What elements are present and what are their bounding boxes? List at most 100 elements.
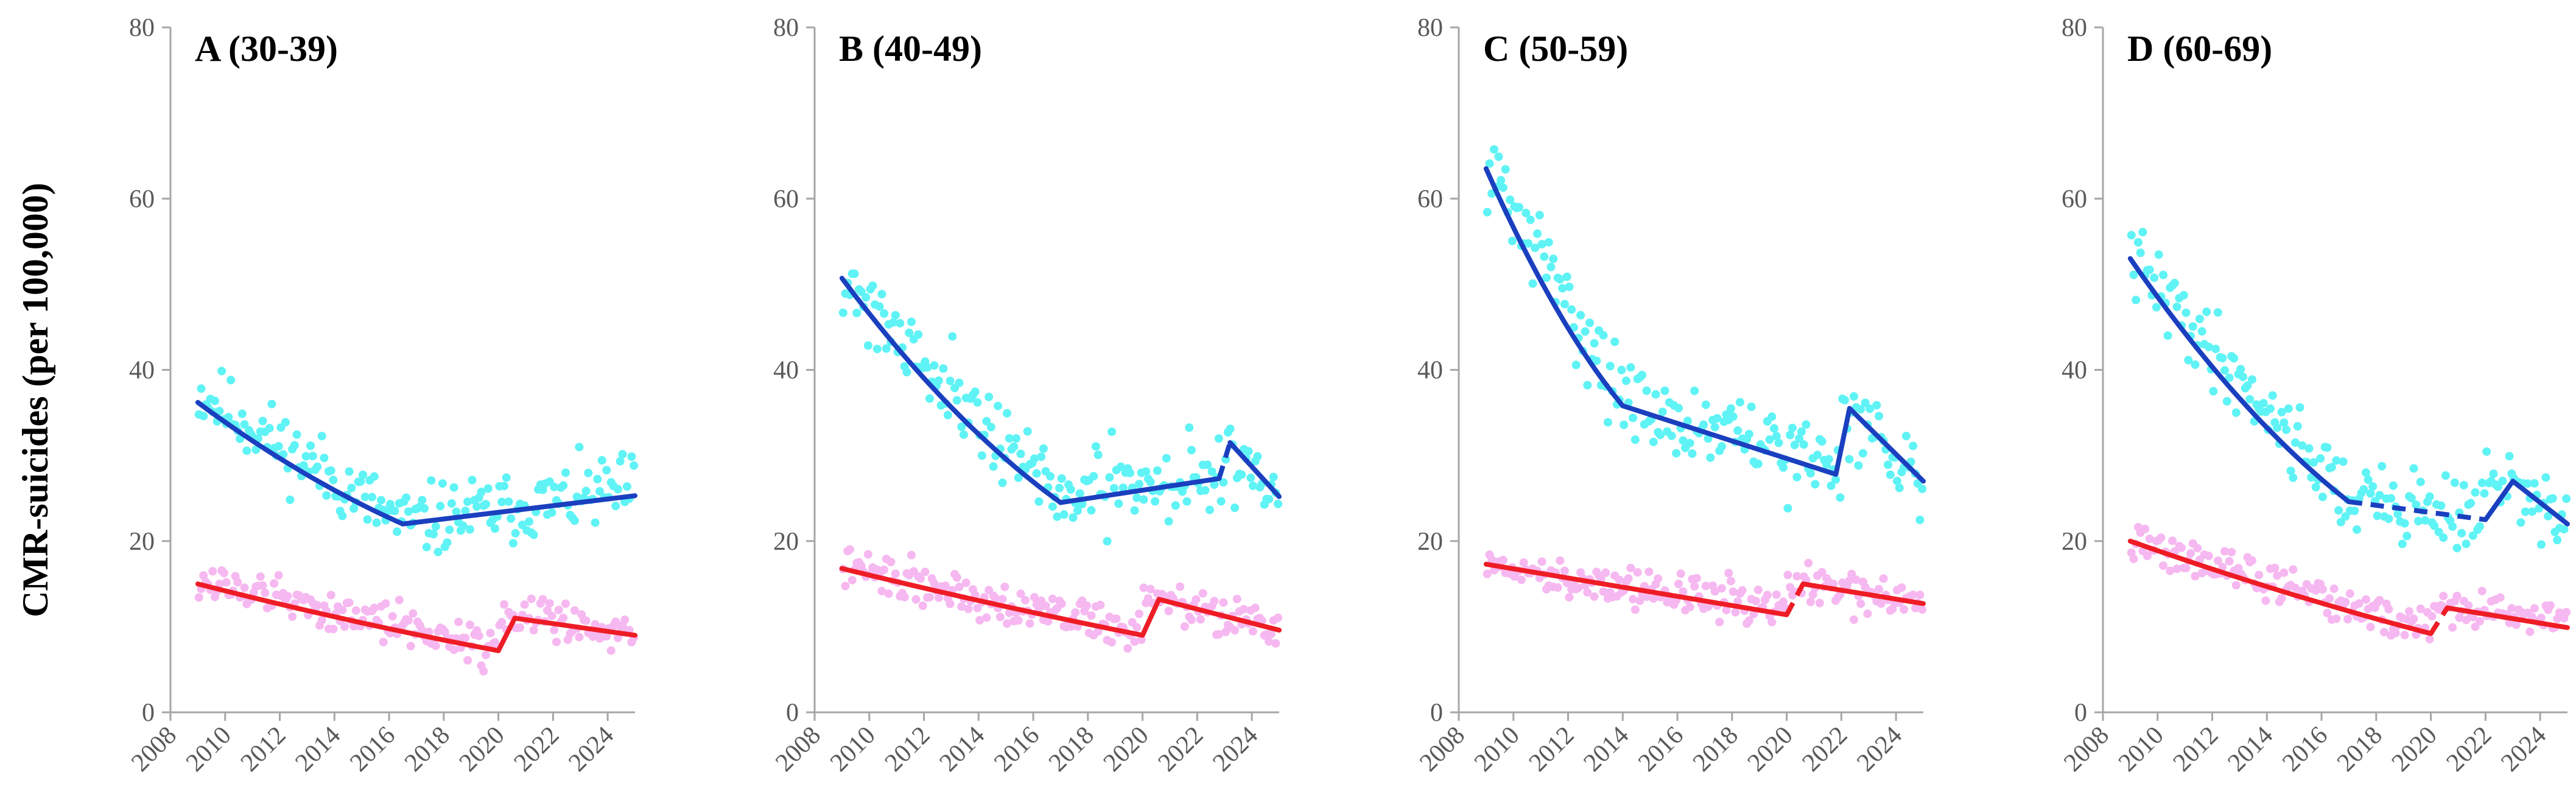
male-trend-segment <box>400 493 637 527</box>
male-trend-segment <box>1227 440 1282 499</box>
data-point <box>393 527 402 536</box>
data-point <box>2339 457 2348 466</box>
data-point <box>1009 442 1019 451</box>
male-trend-segment <box>1847 405 1926 484</box>
data-point <box>479 667 488 676</box>
data-point <box>1685 603 1694 612</box>
y-tick-label: 80 <box>2062 14 2087 42</box>
data-point <box>468 475 477 485</box>
data-point <box>2489 469 2498 479</box>
data-point <box>597 456 606 465</box>
data-point <box>326 591 335 600</box>
data-point <box>1854 461 1863 470</box>
female-points-group <box>1483 550 1927 628</box>
data-point <box>516 623 525 632</box>
data-point <box>889 318 898 327</box>
data-point <box>2402 532 2412 541</box>
data-point <box>256 572 265 581</box>
data-point <box>1560 566 1569 575</box>
data-point <box>237 409 247 418</box>
data-point <box>891 311 900 320</box>
data-point <box>2416 477 2425 486</box>
y-tick-label: 60 <box>129 185 155 213</box>
y-tick-label: 80 <box>1417 14 1443 42</box>
data-point <box>1030 454 1039 463</box>
data-point <box>961 578 970 588</box>
data-point <box>1851 575 1861 584</box>
data-point <box>1679 587 1688 596</box>
data-point <box>552 637 561 647</box>
data-point <box>1219 598 1228 607</box>
data-point <box>559 481 568 490</box>
y-tick-label: 80 <box>129 14 155 42</box>
data-point <box>422 542 431 552</box>
data-point <box>1726 577 1735 586</box>
data-point <box>1274 499 1283 508</box>
x-tick-label: 2010 <box>825 721 881 777</box>
data-point <box>1617 365 1626 374</box>
data-point <box>1772 432 1781 441</box>
data-point <box>1073 506 1082 515</box>
data-point <box>2163 331 2172 340</box>
data-point <box>2168 536 2177 546</box>
data-point <box>1688 449 1697 458</box>
data-point <box>529 530 538 539</box>
data-point <box>288 612 297 621</box>
data-point <box>1039 444 1048 453</box>
data-point <box>1546 262 1556 272</box>
data-point <box>1198 589 1207 598</box>
data-point <box>1915 591 1925 600</box>
data-point <box>1526 216 1535 225</box>
data-point <box>215 580 224 589</box>
data-point <box>1875 584 1884 594</box>
data-point <box>1537 557 1546 566</box>
female-trend-segment <box>2444 605 2570 630</box>
data-point <box>1219 478 1228 487</box>
data-point <box>2284 404 2293 413</box>
data-point <box>2523 479 2532 488</box>
data-point <box>2230 354 2239 363</box>
data-point <box>1014 616 1023 625</box>
data-point <box>449 645 458 654</box>
panel-title: A (30-39) <box>195 29 338 69</box>
data-point <box>863 341 872 350</box>
data-point <box>2295 403 2304 412</box>
data-point <box>994 401 1003 410</box>
data-point <box>561 599 570 608</box>
x-tick-label: 2018 <box>2332 721 2388 777</box>
data-point <box>1690 582 1699 591</box>
y-tick-label: 40 <box>2062 357 2087 385</box>
data-point <box>1651 390 1660 399</box>
data-point <box>946 599 955 608</box>
data-point <box>436 502 445 511</box>
data-point <box>477 488 486 497</box>
data-point <box>930 579 939 588</box>
data-point <box>1139 495 1148 504</box>
female-trend-segment <box>1140 597 1162 638</box>
data-point <box>2541 473 2550 482</box>
data-point <box>2332 614 2341 623</box>
data-point <box>1055 483 1064 493</box>
data-point <box>1824 455 1833 464</box>
data-point <box>1139 583 1148 592</box>
data-point <box>1792 472 1802 482</box>
data-point <box>1182 497 1191 506</box>
female-trend-segment <box>2127 538 2434 636</box>
data-point <box>2462 616 2471 625</box>
data-point <box>1517 575 1526 584</box>
data-point <box>1728 412 1738 421</box>
data-point <box>2166 566 2175 575</box>
data-point <box>2341 597 2350 606</box>
data-point <box>1533 229 1542 238</box>
data-point <box>1046 472 1055 481</box>
data-point <box>2368 482 2378 491</box>
data-point <box>1201 486 1210 495</box>
x-tick-label: 2024 <box>1207 721 1263 777</box>
data-point <box>627 452 636 461</box>
male-trend-segment <box>2127 256 2351 505</box>
data-point <box>2265 404 2275 413</box>
data-point <box>1892 477 1901 486</box>
data-point <box>1901 432 1911 441</box>
data-point <box>1690 386 1699 395</box>
data-point <box>946 376 955 385</box>
